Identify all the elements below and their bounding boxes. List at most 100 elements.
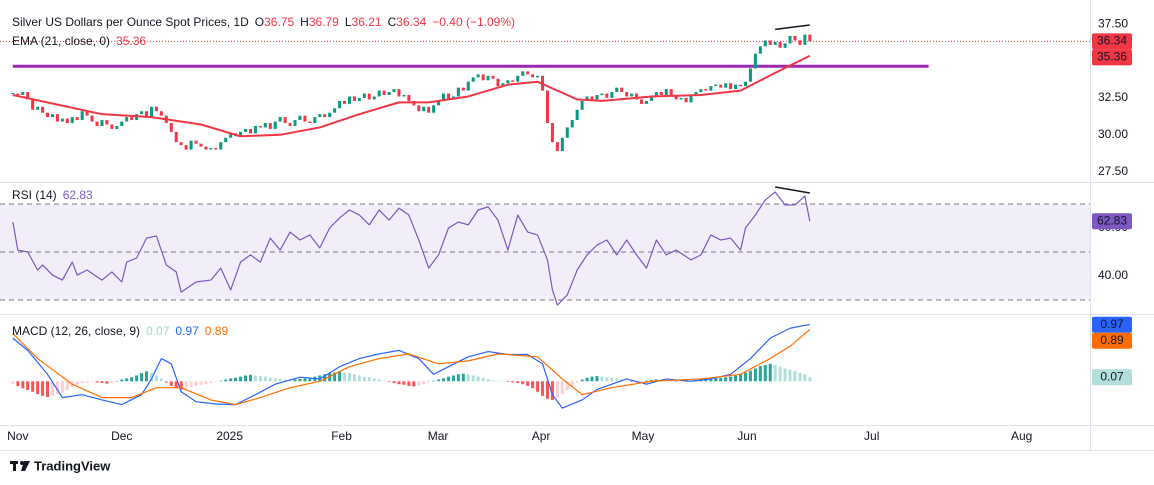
candle	[16, 93, 20, 95]
logo-part	[20, 461, 24, 465]
candle	[55, 114, 59, 122]
histogram-bar	[377, 379, 381, 382]
histogram-bar	[679, 381, 683, 382]
candle	[333, 108, 337, 113]
candle	[26, 92, 30, 100]
candle	[313, 117, 317, 124]
histogram-bar	[763, 364, 767, 382]
x-tick-label: Dec	[111, 429, 132, 443]
x-tick-label: Jul	[864, 429, 879, 443]
histogram-bar	[466, 374, 470, 382]
histogram-bar	[75, 381, 79, 385]
candle	[605, 93, 609, 98]
candle	[432, 105, 436, 113]
candle	[417, 105, 421, 112]
candle	[550, 123, 554, 143]
candle	[179, 142, 183, 146]
candle	[471, 77, 475, 82]
candle	[719, 84, 723, 88]
candle	[293, 120, 297, 126]
histogram-bar	[229, 378, 233, 382]
y-tick-label: 27.50	[1098, 164, 1128, 178]
candle	[209, 148, 213, 150]
histogram-bar	[442, 378, 446, 382]
histogram-bar	[333, 372, 337, 382]
candle	[803, 34, 807, 45]
candle	[555, 142, 559, 152]
trend-line	[775, 24, 810, 31]
legend: RSI (14) 62.83	[12, 188, 93, 202]
candle	[734, 84, 738, 90]
candle	[649, 96, 653, 101]
candle	[793, 36, 797, 41]
candle	[80, 111, 84, 121]
legend-value: 35.36	[116, 34, 146, 48]
candle	[798, 40, 802, 45]
histogram-bar	[149, 373, 153, 382]
candle	[362, 93, 366, 98]
price-badge-label: 0.97	[1100, 317, 1124, 331]
x-tick-label: Mar	[428, 429, 449, 443]
price-badge	[1092, 369, 1132, 386]
histogram-bar	[407, 381, 411, 386]
histogram-bar	[491, 380, 495, 382]
brand-name: TradingView	[34, 458, 111, 473]
histogram-bar	[328, 373, 332, 382]
candle	[189, 140, 193, 150]
legend: Silver US Dollars per Ounce Spot Prices,…	[12, 15, 515, 29]
candle	[446, 93, 450, 100]
candle	[442, 93, 446, 101]
candle	[674, 96, 678, 100]
candle	[699, 89, 703, 93]
histogram-bar	[50, 381, 54, 396]
candle	[328, 112, 332, 118]
candle	[739, 84, 743, 87]
histogram-bar	[590, 376, 594, 382]
ohlc-label: O	[255, 15, 264, 29]
histogram-bar	[674, 381, 678, 382]
candle	[729, 83, 733, 90]
histogram-bar	[748, 370, 752, 382]
histogram-bar	[184, 381, 188, 389]
histogram-bar	[189, 381, 193, 388]
candle	[357, 97, 361, 101]
y-tick-label: 37.50	[1098, 16, 1128, 30]
histogram-bar	[615, 378, 619, 382]
histogram-bar	[135, 375, 139, 382]
price-badge-label: 35.36	[1097, 49, 1127, 63]
candle	[659, 92, 663, 95]
price-badge-label: 62.83	[1097, 213, 1127, 227]
histogram-bar	[194, 381, 198, 386]
candle	[50, 114, 54, 118]
histogram-bar	[258, 376, 262, 382]
candle	[496, 78, 500, 87]
histogram-bar	[684, 381, 688, 382]
histogram-bar	[476, 376, 480, 382]
histogram-bar	[545, 381, 549, 399]
histogram-bar	[55, 381, 59, 395]
histogram-bar	[803, 374, 807, 382]
histogram-bar	[21, 381, 25, 389]
legend-value: 62.83	[63, 188, 93, 202]
histogram-bar	[600, 376, 604, 382]
x-tick-label: Aug	[1011, 429, 1032, 443]
ohlc-value: 36.21	[352, 15, 382, 29]
ema-line	[12, 54, 811, 138]
candle	[184, 145, 188, 150]
legend-value: 0.07	[146, 324, 170, 338]
histogram-bar	[179, 381, 183, 390]
candle	[60, 118, 64, 122]
candle	[397, 89, 401, 97]
candle	[476, 74, 480, 78]
histogram-bar	[729, 376, 733, 382]
candle	[278, 117, 282, 122]
candle	[630, 93, 634, 97]
candle	[224, 137, 228, 143]
candle	[149, 106, 153, 118]
histogram-bar	[486, 378, 490, 382]
ohlc-value: 36.34	[396, 15, 426, 29]
candle	[565, 127, 569, 138]
candle	[461, 87, 465, 91]
candle	[387, 92, 391, 95]
